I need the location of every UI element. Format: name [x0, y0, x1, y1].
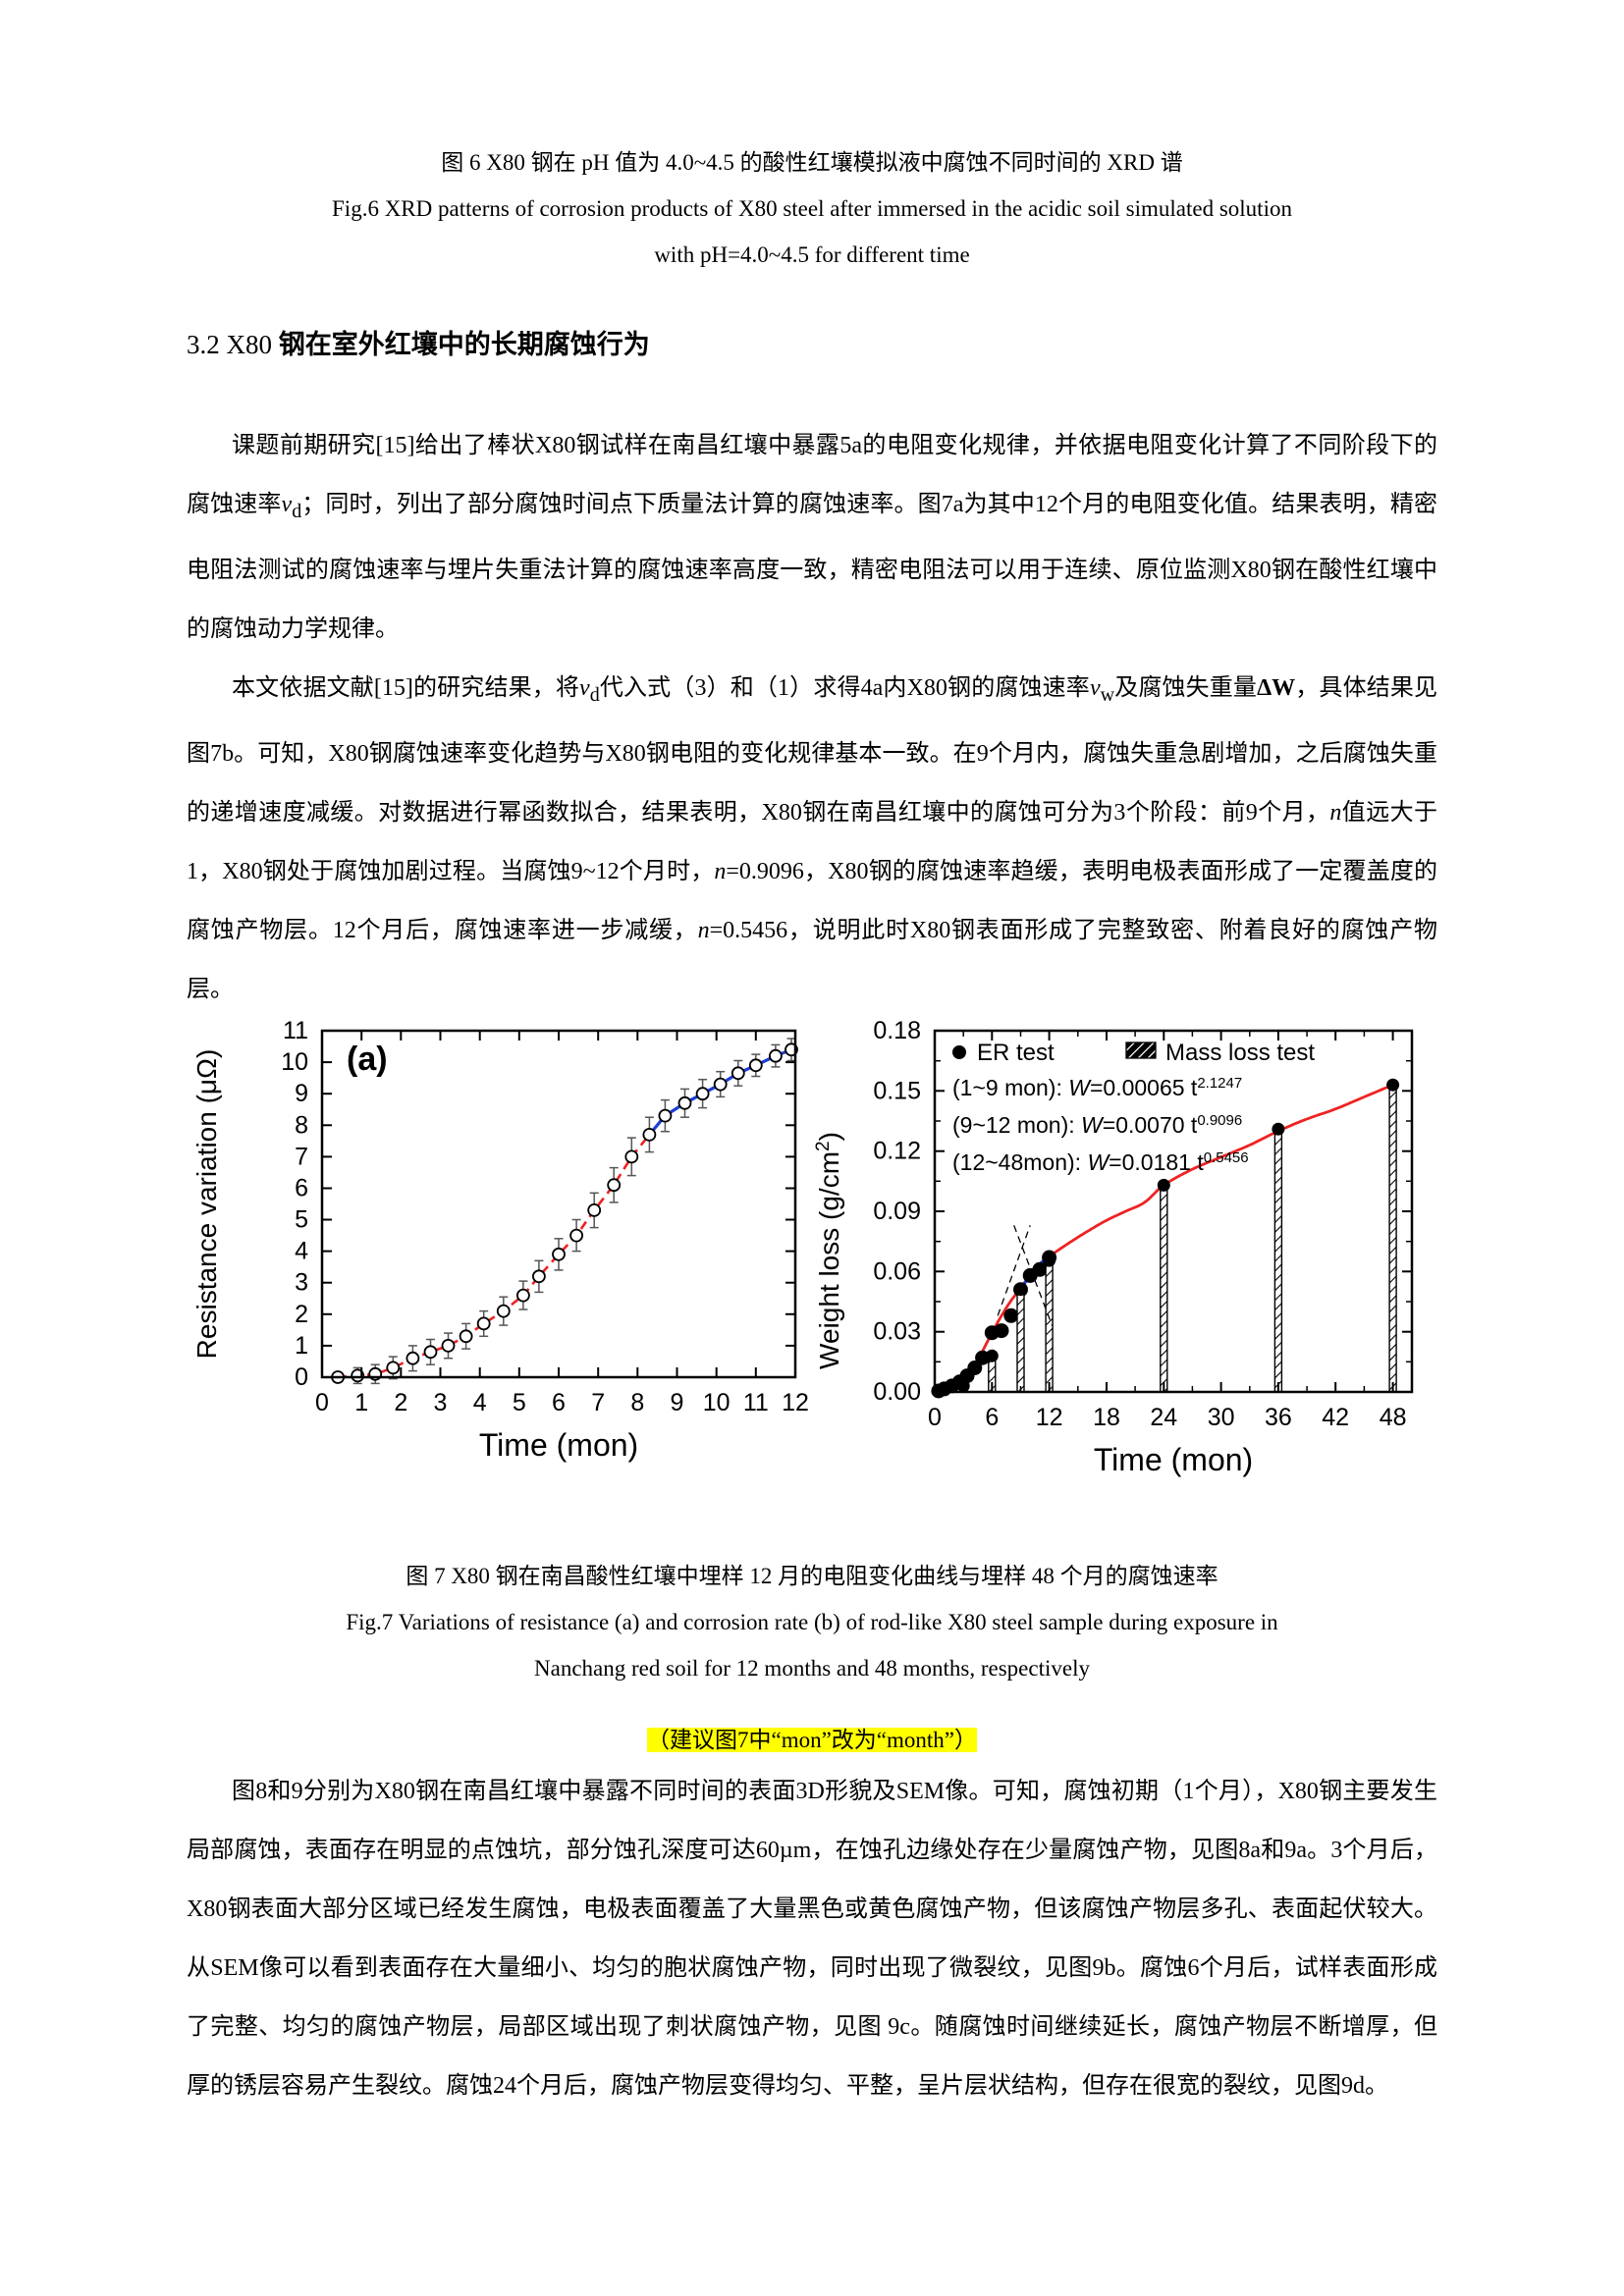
svg-text:Mass loss test: Mass loss test — [1165, 1040, 1315, 1066]
svg-text:Time (mon): Time (mon) — [479, 1427, 638, 1463]
svg-text:0.15: 0.15 — [873, 1077, 921, 1104]
svg-text:10: 10 — [281, 1048, 308, 1076]
svg-text:1: 1 — [354, 1389, 368, 1416]
svg-text:(a): (a) — [347, 1041, 388, 1078]
svg-text:0: 0 — [295, 1363, 308, 1391]
svg-text:2: 2 — [295, 1300, 308, 1327]
svg-text:4: 4 — [295, 1237, 308, 1264]
svg-text:12: 12 — [1036, 1404, 1063, 1431]
svg-text:0.12: 0.12 — [873, 1137, 921, 1164]
svg-text:Weight loss (g/cm2): Weight loss (g/cm2) — [815, 1132, 844, 1369]
svg-text:10: 10 — [703, 1389, 731, 1416]
svg-text:(12~48mon): W=0.0181 t0.5456: (12~48mon): W=0.0181 t0.5456 — [952, 1148, 1249, 1175]
svg-text:9: 9 — [671, 1389, 684, 1416]
svg-text:1: 1 — [295, 1331, 308, 1359]
svg-text:3: 3 — [434, 1389, 448, 1416]
svg-text:12: 12 — [782, 1389, 809, 1416]
svg-text:8: 8 — [295, 1111, 308, 1139]
svg-text:11: 11 — [743, 1389, 769, 1416]
svg-text:4: 4 — [473, 1389, 487, 1416]
svg-text:3: 3 — [295, 1268, 308, 1296]
svg-text:24: 24 — [1150, 1404, 1177, 1431]
svg-text:Resistance variation (μΩ): Resistance variation (μΩ) — [191, 1048, 222, 1359]
svg-text:0.09: 0.09 — [873, 1198, 921, 1225]
svg-text:ER test: ER test — [977, 1040, 1055, 1066]
svg-text:6: 6 — [295, 1174, 308, 1201]
svg-text:5: 5 — [295, 1205, 308, 1233]
svg-text:(1~9 mon): W=0.00065 t2.1247: (1~9 mon): W=0.00065 t2.1247 — [952, 1074, 1242, 1100]
svg-text:0.00: 0.00 — [873, 1378, 921, 1406]
svg-text:0.18: 0.18 — [873, 1021, 921, 1044]
svg-text:2: 2 — [394, 1389, 407, 1416]
svg-text:11: 11 — [283, 1021, 308, 1044]
svg-text:0: 0 — [315, 1389, 329, 1416]
svg-text:36: 36 — [1265, 1404, 1292, 1431]
svg-text:7: 7 — [591, 1389, 605, 1416]
svg-text:9: 9 — [295, 1080, 308, 1107]
svg-text:42: 42 — [1322, 1404, 1349, 1431]
svg-text:8: 8 — [630, 1389, 644, 1416]
svg-text:48: 48 — [1380, 1404, 1407, 1431]
svg-text:7: 7 — [295, 1143, 308, 1170]
svg-text:Time (mon): Time (mon) — [1094, 1442, 1253, 1477]
svg-text:18: 18 — [1093, 1404, 1120, 1431]
svg-text:30: 30 — [1208, 1404, 1235, 1431]
svg-text:0.03: 0.03 — [873, 1317, 921, 1345]
svg-text:0.06: 0.06 — [873, 1257, 921, 1285]
svg-text:5: 5 — [513, 1389, 526, 1416]
svg-text:(9~12 mon): W=0.0070 t0.9096: (9~12 mon): W=0.0070 t0.9096 — [952, 1111, 1242, 1138]
svg-text:0: 0 — [928, 1404, 942, 1431]
svg-text:6: 6 — [985, 1404, 999, 1431]
svg-text:6: 6 — [552, 1389, 566, 1416]
